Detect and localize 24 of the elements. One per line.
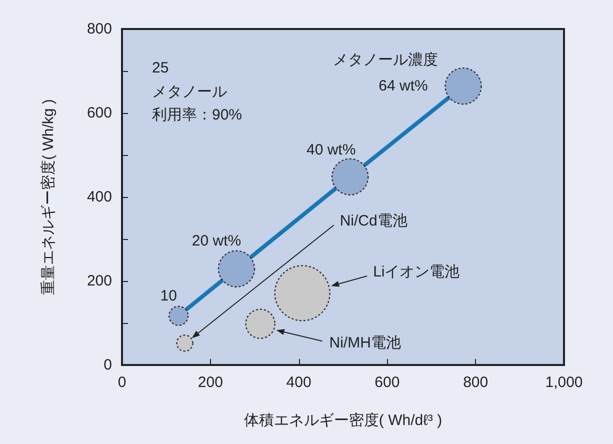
annotation: 25	[152, 60, 169, 76]
y-tick-label: 800	[86, 20, 112, 38]
x-tick-label: 600	[374, 374, 400, 391]
x-tick-label: 800	[463, 374, 488, 391]
annotation: 64 wt%	[378, 78, 428, 95]
annotation: 40 wt%	[306, 141, 356, 158]
annotation: メタノール	[152, 84, 227, 100]
x-axis-title: 体積エネルギー密度( Wh/dℓ³ )	[244, 412, 442, 429]
y-tick-label: 200	[86, 272, 112, 290]
x-tick-label: 200	[198, 374, 223, 391]
x-tick-label: 1,000	[545, 374, 583, 391]
annotation: 10	[160, 287, 177, 304]
y-tick-label: 400	[86, 188, 112, 206]
annotation: Ni/MH電池	[329, 334, 401, 352]
annotation: 利用率：90%	[152, 106, 242, 124]
y-tick-label: 0	[104, 356, 112, 374]
y-tick-label: 600	[86, 104, 112, 122]
x-tick-label: 400	[286, 374, 312, 391]
annotation: Ni/Cd電池	[340, 212, 408, 230]
y-axis-title: 重量エネルギー密度( Wh/kg )	[40, 99, 57, 295]
annotation: 20 wt%	[192, 232, 242, 250]
x-tick-label: 0	[118, 374, 126, 391]
annotation: Liイオン電池	[373, 264, 460, 281]
annotation: メタノール濃度	[333, 52, 438, 68]
